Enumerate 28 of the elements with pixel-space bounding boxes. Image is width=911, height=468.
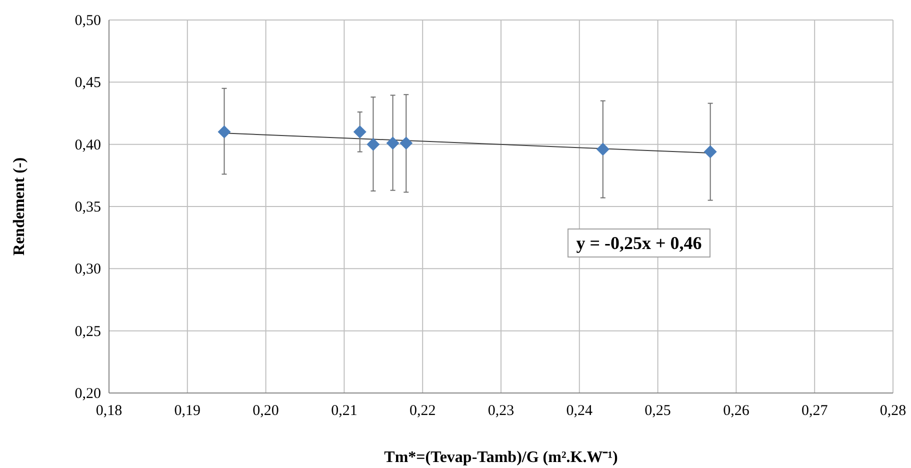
x-tick-label: 0,19 (174, 403, 201, 419)
y-tick-label: 0,20 (74, 386, 101, 402)
point (366, 138, 380, 151)
x-tick-label: 0,27 (801, 403, 828, 419)
x-tick-label: 0,18 (96, 403, 122, 419)
x-tick-label: 0,22 (409, 403, 436, 419)
x-tick-label: 0,28 (880, 403, 906, 419)
y-tick-label: 0,50 (74, 13, 101, 29)
x-tick-label: 0,24 (566, 403, 594, 419)
annotation: y = -0,25x + 0,46 (576, 233, 702, 253)
y-tick-label: 0,35 (74, 200, 101, 216)
point (218, 125, 231, 138)
y-tick-label: 0,45 (74, 75, 101, 92)
x-axis-title: Tm*=(Tevap-Tamb)/G (m².K.W⁻¹) (384, 449, 618, 466)
x-tick-label: 0,26 (723, 403, 750, 419)
x-tick-label: 0,21 (331, 403, 358, 419)
point (353, 125, 366, 138)
y-tick-label: 0,30 (74, 262, 101, 278)
y-tick-label: 0,25 (74, 324, 101, 340)
y-tick-label: 0,40 (74, 137, 101, 154)
y-axis-title: Rendement (-) (11, 157, 28, 256)
x-tick-label: 0,20 (252, 403, 279, 419)
x-tick-label: 0,23 (488, 403, 514, 419)
point (596, 142, 610, 156)
point (704, 145, 717, 158)
x-tick-label: 0,25 (644, 403, 671, 419)
point (400, 136, 413, 150)
point (386, 136, 400, 150)
